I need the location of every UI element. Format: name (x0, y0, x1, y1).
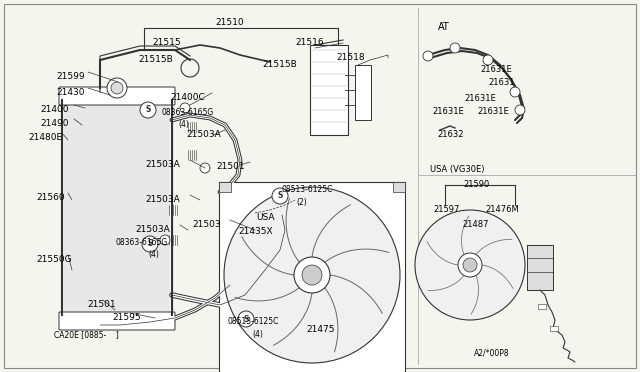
Text: (2): (2) (296, 198, 307, 207)
Circle shape (140, 102, 156, 118)
Text: 21503A: 21503A (145, 160, 180, 169)
Circle shape (294, 257, 330, 293)
Text: 21595: 21595 (112, 313, 141, 322)
Text: 08513-6125C: 08513-6125C (228, 317, 280, 326)
Text: 21503A: 21503A (135, 225, 170, 234)
Circle shape (160, 235, 170, 245)
Bar (527, 245, 553, 290)
Text: A2/*00P8: A2/*00P8 (474, 348, 509, 357)
Text: 21510: 21510 (216, 18, 244, 27)
Circle shape (302, 265, 322, 285)
Circle shape (483, 55, 493, 65)
Circle shape (107, 78, 127, 98)
Text: 21400C: 21400C (170, 93, 205, 102)
Circle shape (510, 87, 520, 97)
Bar (219, 182, 405, 372)
Circle shape (515, 105, 525, 115)
Bar (64, 102, 170, 313)
Circle shape (415, 210, 525, 320)
Text: 21515B: 21515B (138, 55, 173, 64)
Text: (4): (4) (178, 120, 189, 129)
Circle shape (142, 236, 158, 252)
Bar (550, 326, 558, 331)
Text: 21400: 21400 (40, 105, 68, 114)
Text: 08363-6165G: 08363-6165G (162, 108, 214, 117)
Circle shape (111, 82, 123, 94)
Bar (393, 182, 405, 192)
Bar (538, 304, 546, 309)
Text: 21503A: 21503A (186, 130, 221, 139)
Text: (4): (4) (252, 330, 263, 339)
Bar (219, 182, 231, 192)
Text: 21631E: 21631E (464, 94, 496, 103)
Text: 21599: 21599 (56, 72, 84, 81)
Text: 21435X: 21435X (238, 227, 273, 236)
Text: 21631E: 21631E (432, 107, 464, 116)
Text: S: S (145, 106, 150, 115)
Text: 21503A: 21503A (145, 195, 180, 204)
Text: 21490: 21490 (40, 119, 68, 128)
Circle shape (200, 163, 210, 173)
Text: 21501: 21501 (87, 300, 116, 309)
Text: 21503: 21503 (192, 220, 221, 229)
Circle shape (272, 188, 288, 204)
Text: USA (VG30E): USA (VG30E) (430, 165, 484, 174)
Text: 21550G: 21550G (36, 255, 72, 264)
Circle shape (458, 253, 482, 277)
Text: 21501: 21501 (216, 162, 244, 171)
Circle shape (238, 311, 254, 327)
Text: CA20E [0885-    ]: CA20E [0885- ] (54, 330, 119, 339)
Text: 08363-6165G: 08363-6165G (116, 238, 168, 247)
Text: 21516: 21516 (295, 38, 324, 47)
Text: (4): (4) (148, 250, 159, 259)
Text: 08513-6125C: 08513-6125C (282, 185, 333, 194)
Bar (62, 100, 172, 315)
Text: 21631: 21631 (488, 78, 515, 87)
Text: 21476M: 21476M (485, 205, 519, 214)
FancyBboxPatch shape (59, 312, 175, 330)
Text: 21518: 21518 (336, 53, 365, 62)
Text: AT: AT (438, 22, 450, 32)
Text: 21487: 21487 (462, 220, 488, 229)
Circle shape (180, 103, 190, 113)
Circle shape (423, 51, 433, 61)
Text: 21560: 21560 (36, 193, 65, 202)
Text: 21480E: 21480E (28, 133, 62, 142)
Text: S: S (243, 314, 249, 324)
Text: 21590: 21590 (463, 180, 489, 189)
Bar (355, 65, 371, 120)
Text: 21515B: 21515B (262, 60, 297, 69)
Text: S: S (147, 240, 153, 248)
Text: 21515: 21515 (152, 38, 180, 47)
Text: S: S (277, 192, 283, 201)
Text: 21430: 21430 (56, 88, 84, 97)
Text: 21632: 21632 (437, 130, 463, 139)
FancyBboxPatch shape (59, 87, 175, 105)
Circle shape (224, 187, 400, 363)
Bar (310, 45, 348, 135)
Text: 21475: 21475 (306, 325, 335, 334)
Text: 21597: 21597 (433, 205, 460, 214)
Circle shape (450, 43, 460, 53)
Text: 21631E: 21631E (477, 107, 509, 116)
Text: USA: USA (256, 213, 275, 222)
Text: 21631E: 21631E (480, 65, 512, 74)
Circle shape (463, 258, 477, 272)
